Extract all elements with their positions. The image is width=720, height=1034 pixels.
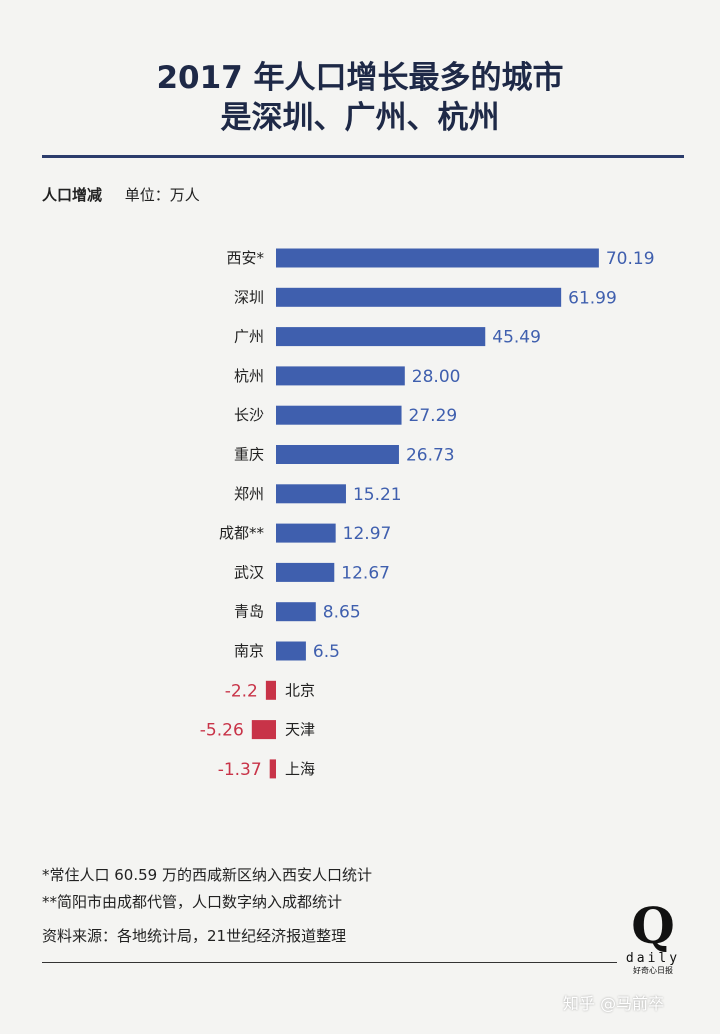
bar-11 (265, 680, 276, 700)
category-label-1: 深圳 (234, 288, 264, 306)
category-label-7: 成都** (219, 524, 265, 542)
footnotes: *常住人口 60.59 万的西咸新区纳入西安人口统计 **简阳市由成都代管，人口… (42, 862, 372, 950)
bar-13 (269, 759, 276, 779)
category-label-12: 天津 (285, 721, 315, 739)
category-label-11: 北京 (285, 681, 315, 699)
value-label-7: 12.97 (343, 524, 392, 544)
measure-label: 人口增减 (42, 186, 103, 204)
value-label-13: -1.37 (218, 760, 262, 780)
value-label-0: 70.19 (606, 249, 655, 269)
category-label-0: 西安* (226, 249, 264, 267)
category-label-10: 南京 (234, 642, 264, 660)
bar-1 (276, 287, 562, 307)
logo-word: daily (625, 951, 681, 966)
title-divider (42, 155, 684, 158)
category-label-5: 重庆 (234, 446, 264, 464)
bar-5 (276, 445, 399, 464)
zhihu-watermark: 知乎 @马前卒 (563, 994, 665, 1013)
footer-divider (42, 962, 617, 963)
value-label-6: 15.21 (353, 485, 402, 505)
footnote-chengdu: **简阳市由成都代管，人口数字纳入成都统计 (42, 893, 343, 911)
value-label-11: -2.2 (225, 681, 258, 701)
value-label-3: 28.00 (412, 367, 461, 387)
chart-title: 2017 年人口增长最多的城市 是深圳、广州、杭州 (0, 58, 720, 138)
category-label-13: 上海 (285, 760, 315, 778)
bar-0 (276, 248, 599, 268)
logo-tagline: 好奇心日报 (633, 966, 673, 975)
title-line-1: 2017 年人口增长最多的城市 (156, 60, 564, 96)
value-label-9: 8.65 (323, 603, 361, 623)
bar-6 (276, 484, 346, 504)
category-label-9: 青岛 (234, 603, 264, 621)
value-label-12: -5.26 (200, 721, 244, 741)
unit-label: 单位：万人 (124, 186, 200, 204)
title-line-2: 是深圳、广州、杭州 (220, 100, 500, 136)
category-label-2: 广州 (234, 328, 264, 346)
logo-letter: Q (631, 896, 675, 955)
bar-12 (251, 720, 276, 740)
bar-10 (276, 641, 306, 661)
footnote-xian: *常住人口 60.59 万的西咸新区纳入西安人口统计 (42, 866, 372, 884)
category-label-3: 杭州 (234, 367, 264, 385)
category-label-8: 武汉 (234, 563, 264, 581)
chart-subhead: 人口增减 单位：万人 (42, 184, 200, 205)
category-label-6: 郑州 (234, 485, 264, 503)
source-note: 资料来源：各地统计局，21世纪经济报道整理 (42, 927, 347, 945)
bar-2 (276, 327, 486, 347)
bar-9 (276, 602, 316, 622)
bar-8 (276, 562, 335, 582)
bar-4 (276, 405, 402, 425)
value-label-10: 6.5 (313, 642, 340, 662)
value-label-2: 45.49 (492, 328, 541, 348)
qdaily-logo: Q daily 好奇心日报 (622, 900, 684, 976)
category-label-4: 长沙 (234, 406, 264, 424)
value-label-4: 27.29 (409, 406, 458, 426)
value-label-1: 61.99 (568, 288, 617, 308)
value-label-5: 26.73 (406, 446, 455, 466)
bar-chart: 西安* 70.19 深圳 61.99 广州 45.49 杭州 28.00 长沙 27.29 重庆 26… (200, 248, 655, 780)
bar-7 (276, 523, 336, 543)
bar-3 (276, 366, 405, 386)
value-label-8: 12.67 (341, 563, 390, 583)
